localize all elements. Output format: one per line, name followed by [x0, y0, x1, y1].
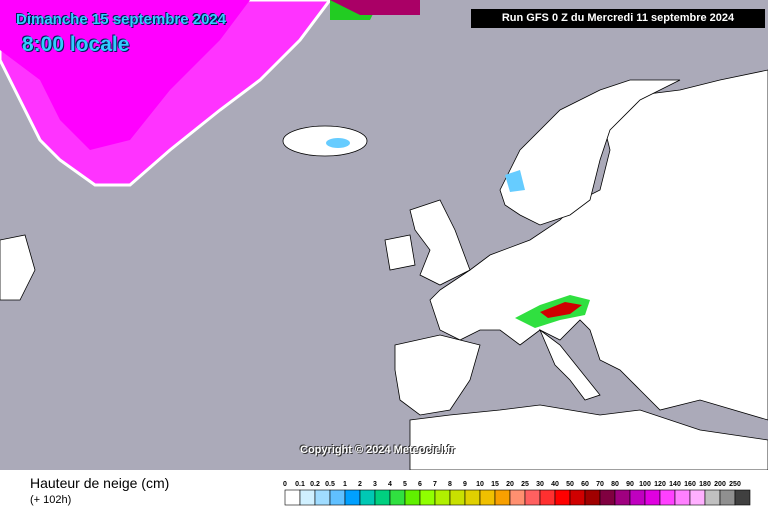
- parameter: Hauteur de neige (cm): [30, 475, 170, 491]
- legend-swatch: [689, 489, 706, 506]
- legend-label: 1: [343, 481, 347, 488]
- alps-snow: [540, 302, 582, 318]
- legend-swatch: [509, 489, 526, 506]
- legend-swatch: [329, 489, 346, 506]
- legend-swatch: [659, 489, 676, 506]
- legend-swatch: [314, 489, 331, 506]
- italy: [539, 328, 601, 401]
- legend-label: 25: [521, 481, 529, 488]
- lead-time: (+ 102h): [30, 494, 72, 506]
- legend-label: 90: [626, 481, 634, 488]
- legend: 0 0.1 0.2 0.5 1 2 3 4 5 6 7 8 9 10 15 20 25 30 40 50 60 70 80 9…: [283, 481, 751, 506]
- ireland: [384, 234, 416, 271]
- legend-label: 140: [669, 481, 681, 488]
- iceland: [282, 125, 368, 157]
- legend-swatch: [434, 489, 451, 506]
- legend-label: 40: [551, 481, 559, 488]
- legend-label: 100: [639, 481, 651, 488]
- legend-label: 0: [283, 481, 287, 488]
- legend-swatch: [479, 489, 496, 506]
- legend-label: 70: [596, 481, 604, 488]
- forecast-hour: 8:00 locale: [22, 33, 130, 56]
- forecast-date: Dimanche 15 septembre 2024: [16, 11, 227, 28]
- legend-label: 60: [581, 481, 589, 488]
- legend-swatch: [569, 489, 586, 506]
- legend-swatch: [374, 489, 391, 506]
- legend-swatch: [584, 489, 601, 506]
- iberia: [394, 334, 481, 416]
- legend-label: 50: [566, 481, 574, 488]
- legend-label: 120: [654, 481, 666, 488]
- legend-swatch: [359, 489, 376, 506]
- legend-swatch: [524, 489, 541, 506]
- legend-label: 4: [388, 481, 392, 488]
- legend-swatch: [419, 489, 436, 506]
- legend-swatch: [299, 489, 316, 506]
- legend-label: 5: [403, 481, 407, 488]
- legend-swatch: [389, 489, 406, 506]
- legend-swatch: [284, 489, 301, 506]
- britain: [409, 199, 471, 286]
- legend-label: 15: [491, 481, 499, 488]
- legend-swatch: [344, 489, 361, 506]
- run-info: Run GFS 0 Z du Mercredi 11 septembre 202…: [471, 9, 765, 28]
- legend-label: 0.1: [295, 481, 305, 488]
- legend-label: 7: [433, 481, 437, 488]
- legend-label: 200: [714, 481, 726, 488]
- legend-swatch: [629, 489, 646, 506]
- legend-label: 6: [418, 481, 422, 488]
- legend-swatch: [704, 489, 721, 506]
- legend-label: 10: [476, 481, 484, 488]
- copyright: Copyright © 2024 Meteociel.fr: [300, 444, 455, 456]
- legend-swatch: [554, 489, 571, 506]
- legend-label: 8: [448, 481, 452, 488]
- legend-swatch: [719, 489, 736, 506]
- legend-swatch: [464, 489, 481, 506]
- legend-swatch: [644, 489, 661, 506]
- legend-label: 20: [506, 481, 514, 488]
- legend-label: 9: [463, 481, 467, 488]
- legend-label: 3: [373, 481, 377, 488]
- scandinavia: [499, 79, 681, 226]
- snow-patch: [505, 170, 525, 192]
- snow-patch: [330, 0, 420, 15]
- legend-swatch: [449, 489, 466, 506]
- legend-label: 180: [699, 481, 711, 488]
- greenland-snow: [0, 0, 250, 150]
- legend-swatch: [599, 489, 616, 506]
- legend-swatch: [734, 489, 751, 506]
- legend-swatch: [494, 489, 511, 506]
- legend-label: 80: [611, 481, 619, 488]
- legend-label: 250: [729, 481, 741, 488]
- land: [0, 234, 36, 301]
- legend-label: 30: [536, 481, 544, 488]
- legend-label: 2: [358, 481, 362, 488]
- snow-patch: [326, 138, 350, 148]
- legend-swatch: [539, 489, 556, 506]
- legend-swatch: [614, 489, 631, 506]
- legend-swatch: [404, 489, 421, 506]
- legend-label: 0.5: [325, 481, 335, 488]
- legend-label: 0.2: [310, 481, 320, 488]
- legend-swatch: [674, 489, 691, 506]
- legend-label: 160: [684, 481, 696, 488]
